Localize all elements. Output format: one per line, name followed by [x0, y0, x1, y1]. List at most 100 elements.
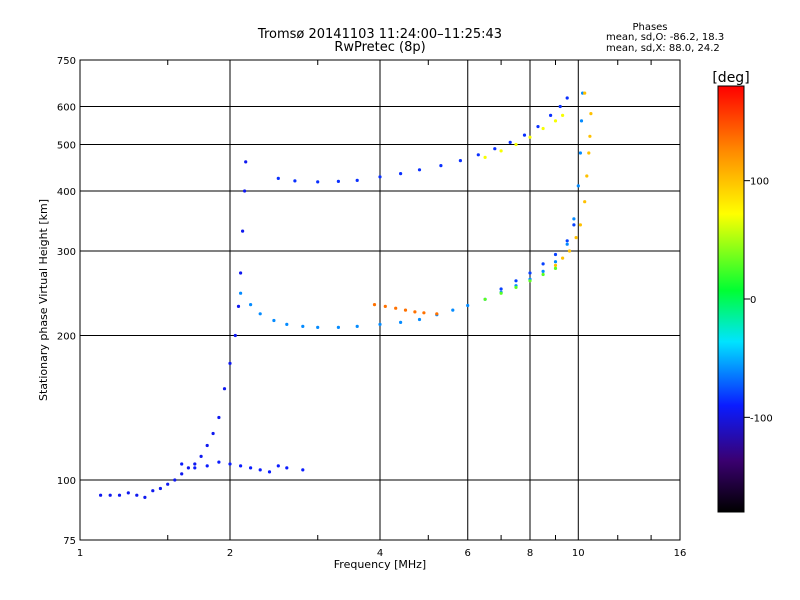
data-point: [217, 415, 221, 420]
y-tick-label: 100: [57, 476, 76, 487]
data-point: [553, 266, 558, 270]
x-tick-label: 4: [377, 548, 383, 559]
data-point: [378, 322, 382, 326]
data-point: [514, 279, 518, 283]
data-point: [186, 466, 190, 470]
y-tick-label: 300: [57, 247, 76, 258]
data-point: [239, 291, 243, 295]
data-point: [166, 482, 170, 486]
data-point: [108, 493, 112, 497]
data-point: [499, 291, 503, 295]
y-tick-label: 600: [57, 103, 76, 114]
chart-title: Tromsø 20141103 11:24:00–11:25:43: [257, 27, 503, 42]
data-point: [233, 333, 237, 338]
data-point: [135, 493, 139, 497]
data-point: [267, 470, 272, 474]
data-points: [99, 91, 593, 499]
x-tick-label: 8: [527, 548, 533, 559]
data-point: [249, 466, 253, 470]
x-tick-label: 10: [572, 548, 585, 559]
data-point: [466, 303, 470, 308]
axis-ticks: 1 2 4 6 8 10 16 75 100 200 300 400 500 600 750: [57, 56, 686, 559]
data-point: [276, 464, 280, 468]
data-point: [228, 361, 232, 365]
data-point: [541, 269, 545, 273]
data-point: [549, 113, 553, 117]
data-point: [272, 318, 276, 323]
x-axis-label: Frequency [MHz]: [334, 558, 426, 571]
data-point: [180, 472, 184, 476]
grid: [80, 60, 680, 540]
data-point: [561, 113, 565, 117]
data-point: [236, 304, 241, 308]
data-point: [180, 462, 184, 466]
data-point: [258, 312, 262, 316]
data-point: [205, 464, 209, 468]
y-tick-label: 200: [57, 332, 76, 343]
data-point: [576, 184, 580, 188]
colorbar-tick-label: 0: [750, 295, 756, 306]
data-point: [417, 317, 422, 322]
data-point: [536, 125, 540, 129]
data-point: [117, 493, 122, 497]
data-point: [587, 151, 591, 155]
data-point: [239, 464, 243, 468]
colorbar-label: [deg]: [712, 70, 749, 86]
data-point: [301, 324, 305, 328]
data-point: [211, 431, 215, 436]
data-point: [355, 178, 359, 182]
data-point: [99, 493, 103, 497]
data-point: [243, 189, 247, 193]
data-point: [151, 489, 155, 493]
data-point: [435, 312, 439, 316]
data-point: [578, 223, 583, 227]
data-point: [173, 478, 177, 482]
data-point: [417, 168, 422, 172]
data-point: [572, 223, 576, 227]
data-point: [561, 256, 565, 260]
colorbar-tick-label: 100: [750, 177, 769, 188]
data-point: [493, 147, 497, 151]
colorbar-ticks: 100 0 -100: [744, 177, 773, 424]
data-point: [483, 297, 487, 301]
data-point: [301, 468, 305, 472]
data-point: [293, 179, 297, 183]
phase-info-o: mean, sd,O: -86.2, 18.3: [606, 32, 725, 43]
data-point: [249, 303, 253, 307]
data-point: [158, 486, 162, 491]
data-point: [553, 263, 558, 267]
data-point: [541, 272, 545, 277]
data-point: [383, 304, 387, 308]
y-tick-label: 400: [57, 187, 76, 198]
y-tick-label: 500: [57, 141, 76, 152]
data-point: [285, 322, 289, 326]
x-tick-label: 2: [227, 548, 233, 559]
data-point: [553, 252, 558, 257]
data-point: [528, 279, 532, 283]
colorbar: [717, 85, 745, 513]
data-point: [541, 262, 545, 266]
data-point: [336, 179, 340, 183]
data-point: [258, 468, 262, 472]
data-point: [553, 260, 558, 264]
data-point: [199, 454, 203, 458]
data-point: [316, 180, 320, 184]
data-point: [239, 271, 243, 275]
data-point: [143, 495, 147, 499]
data-point: [228, 462, 232, 466]
data-point: [588, 134, 592, 138]
data-point: [394, 306, 398, 310]
data-point: [499, 287, 503, 291]
data-point: [528, 135, 532, 139]
data-point: [583, 200, 587, 204]
data-point: [355, 324, 359, 328]
data-point: [567, 249, 572, 253]
data-point: [528, 271, 532, 275]
data-point: [483, 155, 487, 159]
data-point: [205, 443, 209, 448]
data-point: [451, 308, 455, 312]
data-point: [583, 91, 587, 95]
data-point: [565, 242, 569, 246]
data-point: [244, 160, 248, 164]
data-point: [217, 460, 221, 464]
